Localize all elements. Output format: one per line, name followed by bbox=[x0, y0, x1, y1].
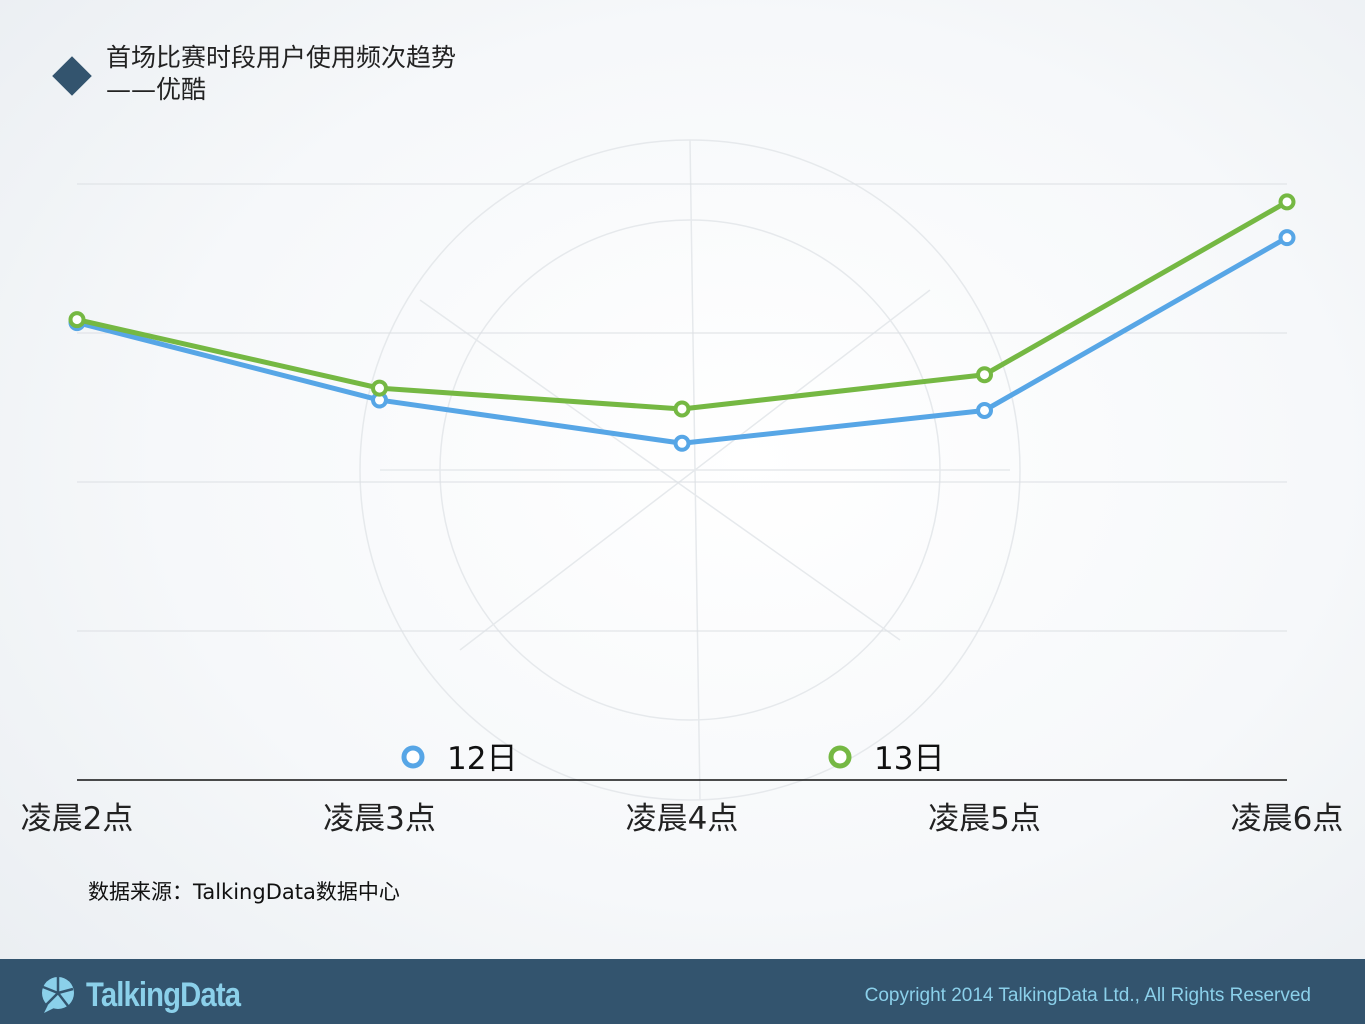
background-watermark bbox=[359, 139, 1021, 801]
legend-label: 12日 bbox=[447, 741, 517, 777]
line-chart: 凌晨2点 凌晨3点 凌晨4点 凌晨5点 凌晨6点 12日 13日 bbox=[21, 139, 1344, 837]
copyright-text: Copyright 2014 TalkingData Ltd., All Rig… bbox=[864, 985, 1311, 1006]
x-tick-label: 凌晨6点 bbox=[1231, 801, 1344, 837]
series-layer bbox=[68, 193, 1296, 452]
legend-marker-icon bbox=[401, 745, 425, 769]
series-13日 bbox=[68, 193, 1296, 418]
talkingdata-logo-icon bbox=[42, 977, 74, 1013]
data-point bbox=[976, 366, 993, 384]
data-point bbox=[68, 311, 86, 329]
x-tick-label: 凌晨3点 bbox=[323, 801, 436, 837]
chart-title-line1: 首场比赛时段用户使用频次趋势 bbox=[106, 43, 457, 72]
legend-item: 12日 bbox=[401, 741, 517, 777]
legend: 12日 13日 bbox=[401, 741, 944, 777]
legend-label: 13日 bbox=[874, 741, 944, 777]
data-point bbox=[1278, 193, 1296, 211]
data-point bbox=[371, 379, 388, 397]
legend-marker-icon bbox=[828, 745, 852, 769]
series-12日 bbox=[68, 229, 1296, 452]
x-tick-label: 凌晨4点 bbox=[626, 801, 739, 837]
data-point bbox=[976, 401, 993, 419]
data-point bbox=[673, 434, 691, 452]
gridlines bbox=[77, 183, 1287, 632]
chart-title: 首场比赛时段用户使用频次趋势 ——优酷 bbox=[106, 42, 566, 106]
talkingdata-logo: TalkingData bbox=[38, 975, 265, 1015]
x-tick-label: 凌晨2点 bbox=[21, 801, 134, 837]
legend-item: 13日 bbox=[828, 741, 944, 777]
series-line bbox=[76, 199, 1289, 412]
data-point bbox=[673, 400, 691, 418]
chart-title-line2: ——优酷 bbox=[106, 75, 207, 104]
data-point bbox=[1278, 229, 1296, 247]
data-source-note: 数据来源：TalkingData数据中心 bbox=[88, 880, 400, 904]
logo-text: TalkingData bbox=[86, 975, 241, 1014]
x-axis: 凌晨2点 凌晨3点 凌晨4点 凌晨5点 凌晨6点 bbox=[21, 779, 1344, 837]
footer-bar: TalkingData Copyright 2014 TalkingData L… bbox=[0, 959, 1365, 1024]
x-tick-label: 凌晨5点 bbox=[928, 801, 1041, 837]
